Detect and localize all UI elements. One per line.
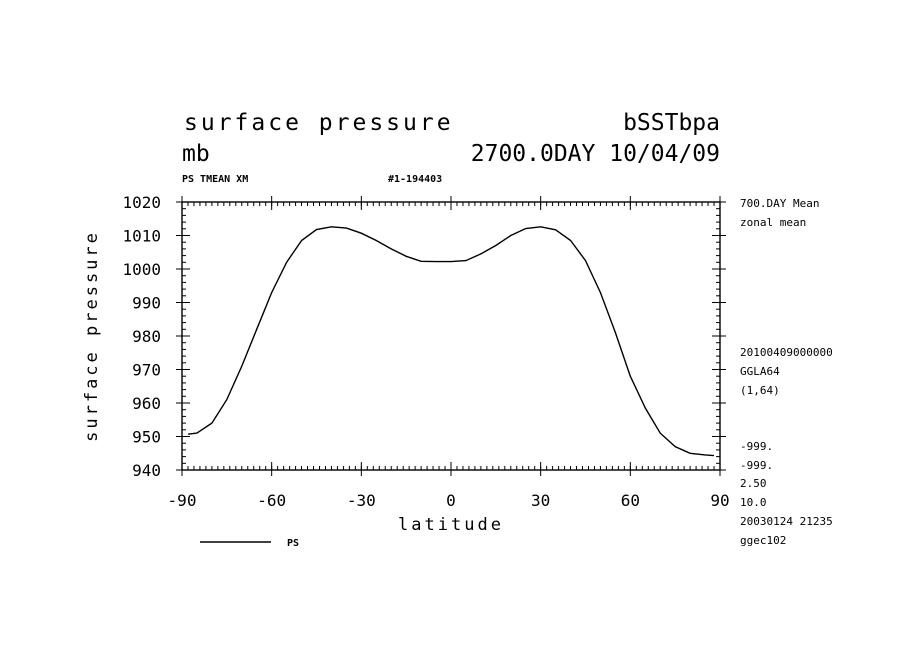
- chart-title: surface pressure: [184, 110, 454, 136]
- legend-label: PS: [287, 538, 299, 549]
- x-tick-label: 90: [710, 491, 729, 510]
- y-tick-label: 980: [132, 327, 161, 346]
- x-tick-label: -90: [168, 491, 197, 510]
- x-axis-title: latitude: [398, 515, 504, 535]
- y-tick-label: 1010: [122, 227, 161, 246]
- run-id-label: #1-194403: [388, 174, 442, 185]
- major-ticks: [176, 196, 726, 476]
- side-info-build: 20030124 21235: [740, 515, 833, 528]
- side-info-date: 20100409000000: [740, 346, 833, 359]
- y-tick-labels: 940 950 960 970 980 990 1000 1010 1020: [122, 193, 161, 480]
- plot-frame: [181, 201, 721, 471]
- x-tick-label: 60: [621, 491, 640, 510]
- run-name: bSSTbpa: [623, 110, 720, 136]
- side-info-mean: 700.DAY Mean: [740, 197, 819, 210]
- x-tick-label: -30: [347, 491, 376, 510]
- side-info-value-1: 2.50: [740, 477, 767, 490]
- minor-ticks: [181, 201, 721, 471]
- side-info-missing-1: -999.: [740, 440, 773, 453]
- side-info-grid: GGLA64: [740, 365, 780, 378]
- y-tick-label: 940: [132, 461, 161, 480]
- x-tick-label: 0: [446, 491, 456, 510]
- side-info-host: ggec102: [740, 534, 786, 547]
- units-label: mb: [182, 141, 210, 167]
- y-tick-label: 960: [132, 394, 161, 413]
- y-tick-label: 970: [132, 361, 161, 380]
- y-axis-title: surface pressure: [82, 230, 102, 442]
- x-tick-label: 30: [531, 491, 550, 510]
- x-tick-label: -60: [257, 491, 286, 510]
- period-label: 2700.0DAY 10/04/09: [471, 141, 720, 167]
- side-info-missing-2: -999.: [740, 459, 773, 472]
- y-tick-label: 990: [132, 294, 161, 313]
- side-info-zonal: zonal mean: [740, 216, 806, 229]
- y-tick-label: 950: [132, 428, 161, 447]
- side-info-value-2: 10.0: [740, 496, 767, 509]
- field-label: PS TMEAN XM: [182, 174, 248, 185]
- side-info-range: (1,64): [740, 384, 780, 397]
- x-tick-labels: -90 -60 -30 0 30 60 90: [168, 491, 730, 510]
- series-line-ps: [187, 226, 715, 457]
- y-tick-label: 1000: [122, 260, 161, 279]
- y-tick-label: 1020: [122, 193, 161, 212]
